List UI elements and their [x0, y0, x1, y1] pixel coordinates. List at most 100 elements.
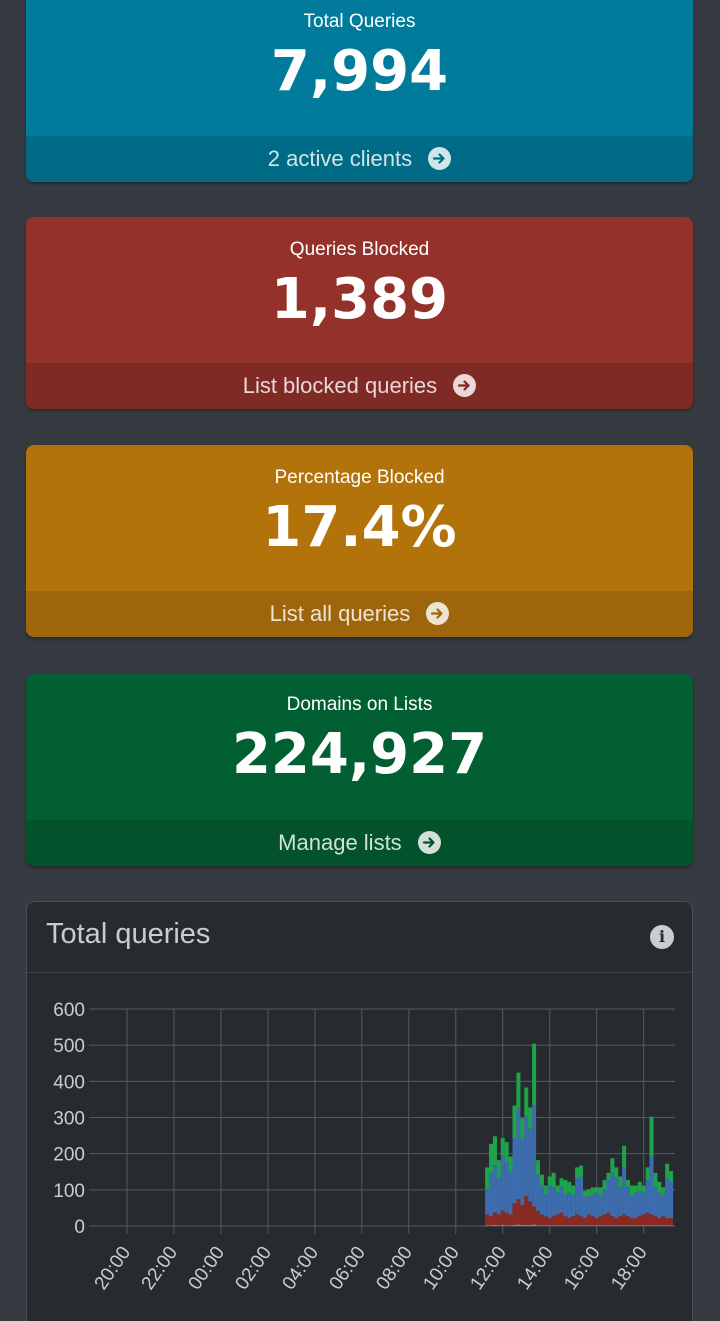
- bar-segment-permitted[interactable]: [563, 1194, 568, 1217]
- bar-segment-blocked[interactable]: [669, 1218, 674, 1226]
- bar-segment-blocked[interactable]: [508, 1214, 513, 1226]
- bar-segment-permitted[interactable]: [500, 1156, 505, 1211]
- bar-segment-other[interactable]: [582, 1225, 587, 1226]
- bar-segment-permitted[interactable]: [614, 1178, 619, 1219]
- info-circle-icon[interactable]: i: [650, 925, 674, 949]
- bar-segment-blocked[interactable]: [637, 1216, 642, 1226]
- bar-segment-cached[interactable]: [641, 1185, 646, 1193]
- bar-segment-permitted[interactable]: [649, 1156, 654, 1215]
- bar-segment-cached[interactable]: [504, 1142, 509, 1162]
- bar-segment-other[interactable]: [485, 1225, 490, 1226]
- bar-segment-blocked[interactable]: [492, 1212, 497, 1225]
- bar-segment-permitted[interactable]: [559, 1187, 564, 1213]
- bar-segment-other[interactable]: [618, 1225, 623, 1226]
- bar-segment-other[interactable]: [508, 1225, 513, 1226]
- bar-segment-other[interactable]: [586, 1225, 591, 1226]
- bar-segment-blocked[interactable]: [524, 1195, 529, 1225]
- bar-segment-other[interactable]: [606, 1225, 611, 1226]
- bar-segment-cached[interactable]: [524, 1087, 529, 1117]
- bar-segment-cached[interactable]: [496, 1160, 501, 1179]
- bar-segment-blocked[interactable]: [504, 1212, 509, 1226]
- bar-segment-other[interactable]: [669, 1225, 674, 1226]
- bar-segment-other[interactable]: [567, 1225, 572, 1226]
- bar-segment-cached[interactable]: [657, 1181, 662, 1193]
- bar-segment-cached[interactable]: [586, 1189, 591, 1197]
- bar-segment-other[interactable]: [563, 1225, 568, 1226]
- bar-segment-other[interactable]: [492, 1224, 497, 1226]
- bar-segment-blocked[interactable]: [649, 1214, 654, 1226]
- bar-segment-blocked[interactable]: [500, 1210, 505, 1225]
- bar-segment-blocked[interactable]: [579, 1216, 584, 1226]
- bar-segment-blocked[interactable]: [547, 1218, 552, 1226]
- bar-segment-permitted[interactable]: [661, 1194, 666, 1217]
- bar-segment-other[interactable]: [594, 1225, 599, 1226]
- bar-segment-blocked[interactable]: [528, 1201, 533, 1225]
- bar-segment-other[interactable]: [571, 1225, 576, 1226]
- bar-segment-cached[interactable]: [610, 1158, 615, 1173]
- bar-segment-other[interactable]: [528, 1224, 533, 1226]
- bar-segment-cached[interactable]: [629, 1185, 634, 1197]
- bar-segment-blocked[interactable]: [512, 1203, 517, 1225]
- bar-segment-permitted[interactable]: [606, 1180, 611, 1213]
- bar-segment-blocked[interactable]: [626, 1216, 631, 1226]
- bar-segment-other[interactable]: [590, 1225, 595, 1226]
- bar-segment-permitted[interactable]: [489, 1172, 494, 1217]
- manage-lists-link[interactable]: Manage lists: [26, 820, 693, 866]
- bar-segment-blocked[interactable]: [622, 1214, 627, 1226]
- bar-segment-blocked[interactable]: [559, 1212, 564, 1226]
- bar-segment-other[interactable]: [551, 1225, 556, 1226]
- bar-segment-other[interactable]: [626, 1225, 631, 1226]
- bar-segment-permitted[interactable]: [641, 1192, 646, 1215]
- bar-segment-other[interactable]: [614, 1225, 619, 1226]
- bar-segment-cached[interactable]: [618, 1176, 623, 1188]
- bar-segment-blocked[interactable]: [594, 1218, 599, 1226]
- bar-segment-blocked[interactable]: [598, 1216, 603, 1226]
- bar-segment-permitted[interactable]: [551, 1187, 556, 1217]
- bar-segment-cached[interactable]: [559, 1178, 564, 1188]
- bar-segment-other[interactable]: [559, 1225, 564, 1226]
- bar-segment-permitted[interactable]: [520, 1139, 525, 1206]
- bar-segment-other[interactable]: [649, 1225, 654, 1226]
- bar-segment-cached[interactable]: [645, 1167, 650, 1181]
- bar-segment-cached[interactable]: [563, 1180, 568, 1195]
- bar-segment-cached[interactable]: [492, 1136, 497, 1166]
- bar-segment-cached[interactable]: [539, 1174, 544, 1186]
- bar-segment-cached[interactable]: [590, 1187, 595, 1195]
- bar-segment-other[interactable]: [504, 1225, 509, 1226]
- bar-segment-permitted[interactable]: [516, 1108, 521, 1200]
- bar-segment-blocked[interactable]: [602, 1214, 607, 1226]
- bar-segment-other[interactable]: [543, 1225, 548, 1226]
- bar-segment-cached[interactable]: [579, 1165, 584, 1177]
- bar-segment-blocked[interactable]: [489, 1216, 494, 1226]
- bar-segment-cached[interactable]: [602, 1180, 607, 1190]
- bar-segment-other[interactable]: [629, 1225, 634, 1226]
- bar-segment-permitted[interactable]: [539, 1185, 544, 1215]
- bar-segment-blocked[interactable]: [555, 1214, 560, 1226]
- bar-segment-permitted[interactable]: [590, 1194, 595, 1217]
- bar-segment-other[interactable]: [602, 1225, 607, 1226]
- bar-segment-permitted[interactable]: [594, 1192, 599, 1219]
- bar-segment-permitted[interactable]: [629, 1196, 634, 1219]
- bar-segment-cached[interactable]: [555, 1185, 560, 1193]
- bar-segment-permitted[interactable]: [633, 1192, 638, 1219]
- bar-segment-blocked[interactable]: [645, 1212, 650, 1226]
- bar-segment-permitted[interactable]: [665, 1178, 670, 1219]
- bar-segment-permitted[interactable]: [622, 1167, 627, 1215]
- bar-segment-other[interactable]: [622, 1225, 627, 1226]
- bar-segment-other[interactable]: [633, 1225, 638, 1226]
- bar-segment-other[interactable]: [575, 1225, 580, 1226]
- bar-segment-cached[interactable]: [551, 1172, 556, 1188]
- bar-segment-permitted[interactable]: [626, 1187, 631, 1217]
- bar-segment-permitted[interactable]: [586, 1196, 591, 1215]
- bar-segment-cached[interactable]: [528, 1107, 533, 1130]
- bar-segment-permitted[interactable]: [536, 1174, 540, 1211]
- bar-segment-cached[interactable]: [614, 1167, 619, 1179]
- bar-segment-cached[interactable]: [582, 1190, 587, 1197]
- bar-segment-permitted[interactable]: [598, 1194, 603, 1217]
- bar-segment-blocked[interactable]: [665, 1218, 670, 1226]
- bar-segment-permitted[interactable]: [543, 1194, 548, 1217]
- bar-segment-cached[interactable]: [500, 1138, 505, 1157]
- bar-segment-blocked[interactable]: [653, 1216, 658, 1226]
- bar-segment-blocked[interactable]: [614, 1218, 619, 1226]
- bar-segment-other[interactable]: [610, 1225, 615, 1226]
